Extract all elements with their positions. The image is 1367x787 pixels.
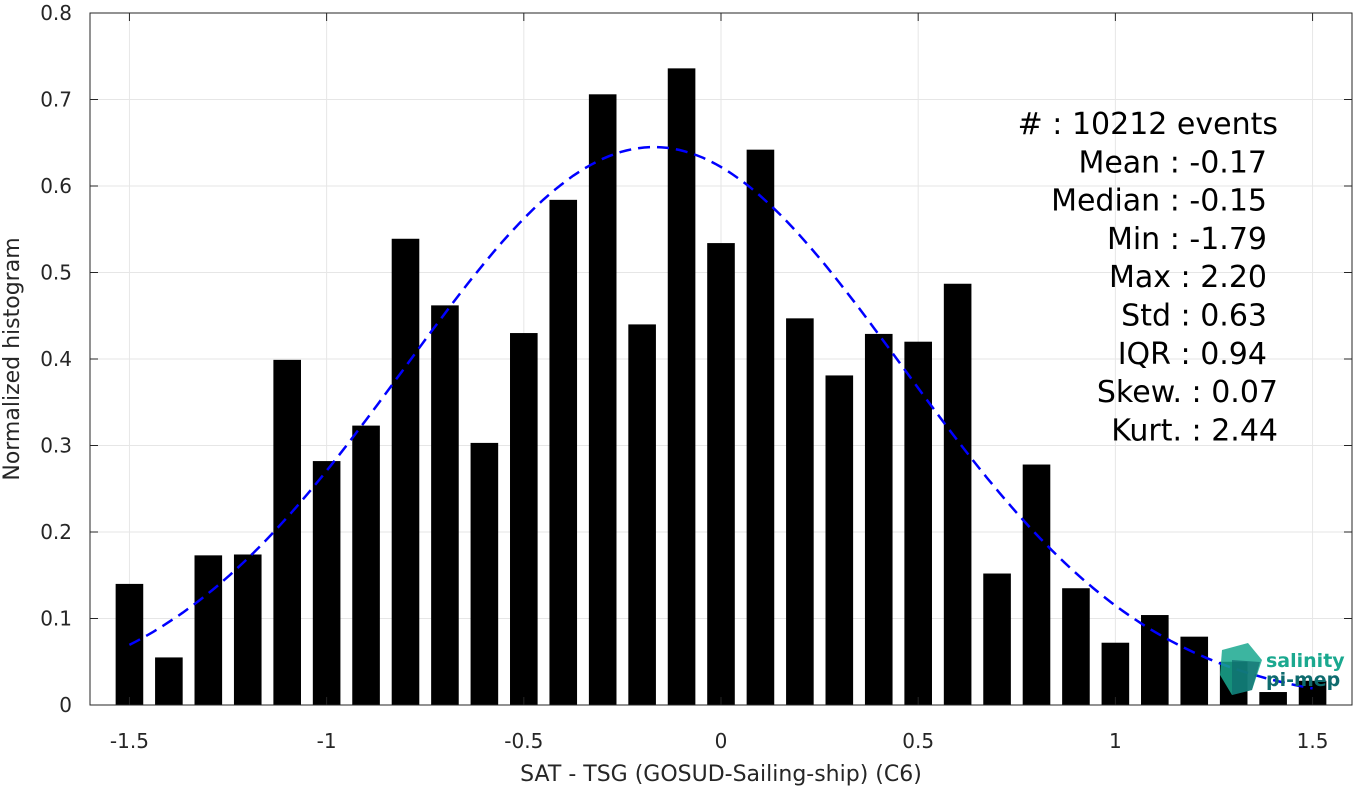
bar-series (115, 68, 1327, 706)
bar-1 (155, 657, 183, 705)
bar-29 (1259, 692, 1287, 705)
x-tick-label-6: 1.5 (1297, 729, 1329, 753)
x-axis-ticks: -1.5 -1 -0.5 0 0.5 1 1.5 (110, 13, 1329, 753)
x-tick-label-2: -0.5 (504, 729, 543, 753)
bar-4 (273, 359, 301, 705)
x-tick-label-3: 0 (715, 729, 728, 753)
bar-24 (1062, 588, 1090, 705)
bar-7 (391, 238, 420, 705)
y-tick-label-8: 0.8 (40, 1, 72, 25)
bar-21 (943, 283, 972, 705)
y-tick-label-7: 0.7 (40, 88, 72, 112)
bar-8 (431, 305, 459, 705)
logo-cube-facet (1232, 660, 1260, 695)
y-tick-label-5: 0.5 (40, 261, 72, 285)
bar-5 (312, 461, 341, 705)
bar-17 (786, 318, 814, 705)
bar-14 (667, 68, 696, 706)
bar-23 (1022, 464, 1051, 705)
bar-25 (1101, 642, 1130, 705)
bar-18 (825, 375, 854, 705)
bar-19 (864, 333, 893, 705)
normal-fit-curve (128, 145, 1313, 690)
bar-16 (746, 149, 775, 706)
stat-line-8: Kurt. : 2.44 (1111, 413, 1278, 448)
stat-line-4: Max : 2.20 (1109, 260, 1267, 295)
bar-10 (510, 333, 538, 705)
x-axis-label: SAT - TSG (GOSUD-Sailing-ship) (C6) (520, 762, 922, 787)
bar-2 (194, 555, 223, 705)
y-tick-label-0: 0 (59, 693, 72, 717)
stat-line-1: Mean : -0.17 (1078, 145, 1267, 180)
bar-13 (628, 324, 656, 705)
x-tick-label-1: -1 (317, 729, 337, 753)
bar-3 (233, 554, 262, 705)
logo-line-1: salinity (1266, 650, 1345, 672)
y-axis-label: Normalized histogram (0, 237, 25, 480)
y-tick-label-4: 0.4 (40, 347, 72, 371)
bar-9 (470, 442, 499, 705)
y-tick-label-6: 0.6 (40, 174, 72, 198)
bar-11 (549, 199, 578, 705)
y-tick-label-2: 0.2 (40, 520, 72, 544)
bar-22 (983, 573, 1011, 705)
y-tick-label-3: 0.3 (40, 434, 72, 458)
x-tick-label-4: 0.5 (902, 729, 934, 753)
y-axis-ticks: 0 0.1 0.2 0.3 0.4 0.5 0.6 0.7 0.8 (40, 1, 1352, 717)
stat-line-7: Skew. : 0.07 (1097, 375, 1278, 410)
stat-line-2: Median : -0.15 (1051, 184, 1267, 219)
bar-15 (707, 243, 735, 705)
logo-line-2: pi-mep (1266, 669, 1340, 691)
bar-6 (352, 425, 380, 705)
stat-line-5: Std : 0.63 (1121, 299, 1267, 334)
y-tick-label-1: 0.1 (40, 607, 72, 631)
stat-line-6: IQR : 0.94 (1118, 337, 1267, 372)
bar-20 (904, 341, 932, 705)
salinity-pi-mep-logo: salinity pi-mep (1220, 643, 1345, 695)
x-tick-label-0: -1.5 (110, 729, 149, 753)
stat-line-3: Min : -1.79 (1107, 222, 1267, 257)
stat-line-0: # : 10212 events (1018, 107, 1278, 142)
x-tick-label-5: 1 (1109, 729, 1122, 753)
bar-12 (588, 94, 617, 705)
bar-26 (1141, 615, 1169, 705)
